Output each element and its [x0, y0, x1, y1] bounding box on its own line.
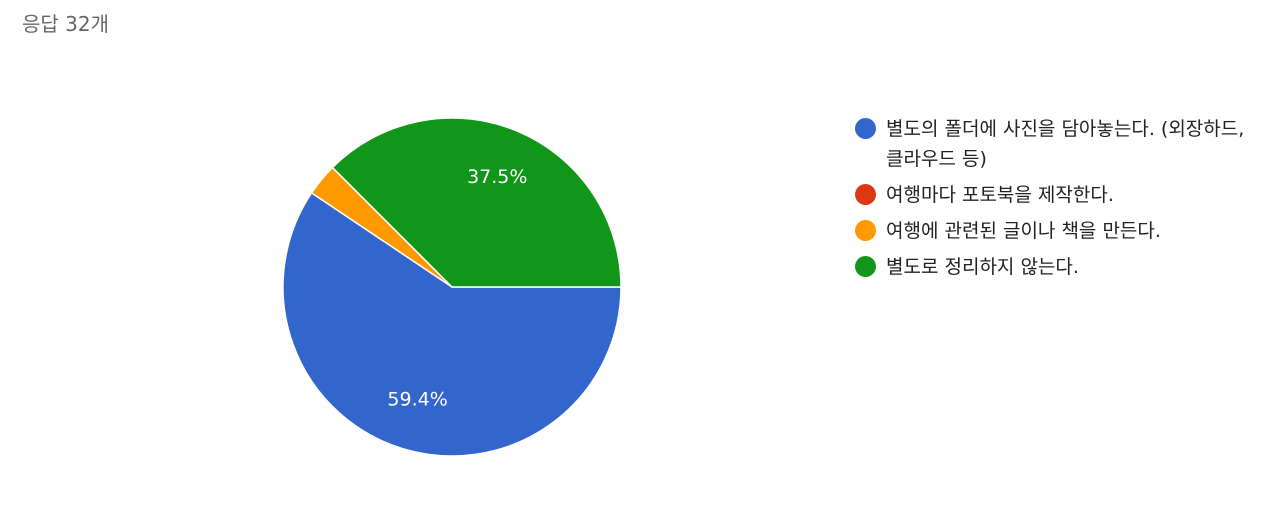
pie-slice: [331, 117, 622, 288]
legend-swatch: [855, 256, 876, 277]
legend-item: 여행에 관련된 글이나 책을 만든다.: [855, 216, 1265, 246]
chart: 59.4% 37.5%: [282, 117, 622, 457]
legend: 별도의 폴더에 사진을 담아놓는다. (외장하드, 클라우드 등) 여행마다 포토…: [855, 114, 1265, 288]
legend-item: 별도의 폴더에 사진을 담아놓는다. (외장하드, 클라우드 등): [855, 114, 1265, 174]
legend-label: 여행마다 포토북을 제작한다.: [886, 184, 1114, 206]
legend-label: 별도의 폴더에 사진을 담아놓는다. (외장하드, 클라우드 등): [886, 118, 1245, 170]
slice-label: 37.5%: [467, 166, 527, 188]
legend-swatch: [855, 118, 876, 139]
legend-item: 여행마다 포토북을 제작한다.: [855, 180, 1265, 210]
legend-swatch: [855, 220, 876, 241]
slice-label: 59.4%: [387, 389, 447, 411]
legend-item: 별도로 정리하지 않는다.: [855, 252, 1265, 282]
legend-label: 여행에 관련된 글이나 책을 만든다.: [886, 220, 1161, 242]
legend-swatch: [855, 184, 876, 205]
legend-label: 별도로 정리하지 않는다.: [886, 256, 1079, 278]
chart-title: 응답 32개: [22, 12, 110, 36]
pie-slice: [282, 191, 622, 457]
